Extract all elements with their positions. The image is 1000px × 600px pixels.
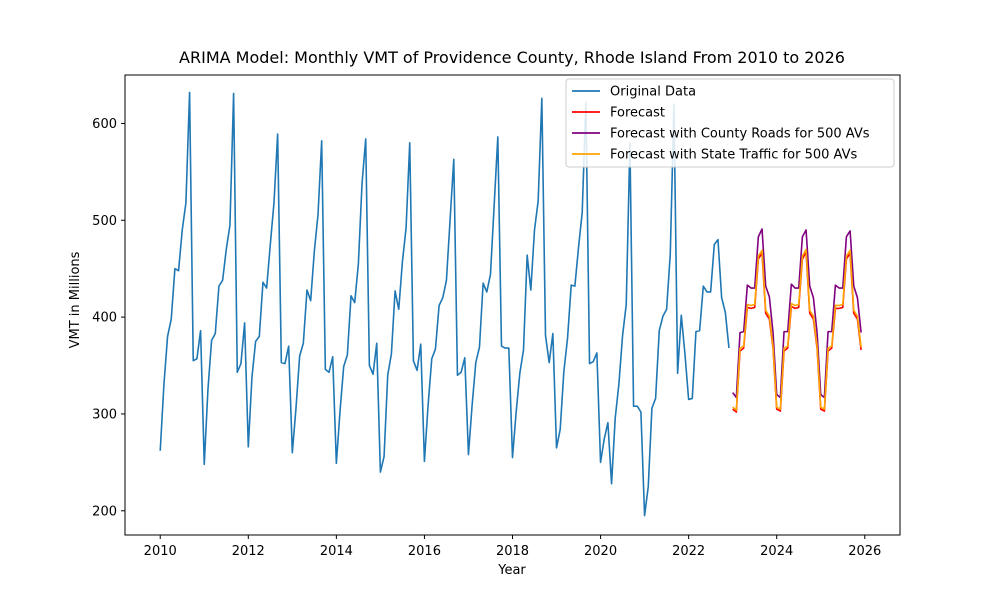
x-tick-label: 2016 xyxy=(408,544,441,559)
legend: Original Data Forecast Forecast with Count… xyxy=(566,79,894,167)
x-tick-label: 2010 xyxy=(144,544,177,559)
x-tick-label: 2018 xyxy=(496,544,529,559)
x-tick-label: 2014 xyxy=(320,544,353,559)
y-tick-label: 300 xyxy=(92,407,117,422)
series-line-1 xyxy=(733,252,861,412)
chart-title: ARIMA Model: Monthly VMT of Providence C… xyxy=(179,48,845,67)
legend-label-3: Forecast with State Traffic for 500 AVs xyxy=(610,148,857,163)
x-tick-label: 2020 xyxy=(584,544,617,559)
x-tick-label: 2026 xyxy=(848,544,881,559)
y-tick-label: 600 xyxy=(92,117,117,132)
legend-label-1: Forecast xyxy=(610,106,665,121)
y-tick-label: 500 xyxy=(92,214,117,229)
legend-label-2: Forecast with County Roads for 500 AVs xyxy=(610,127,870,142)
x-tick-label: 2022 xyxy=(672,544,705,559)
y-tick-label: 200 xyxy=(92,504,117,519)
y-axis-label: VMT in Millions xyxy=(68,251,83,348)
legend-label-0: Original Data xyxy=(610,85,696,100)
series-line-3 xyxy=(733,249,861,410)
x-tick-label: 2012 xyxy=(232,544,265,559)
x-axis-label: Year xyxy=(497,563,526,578)
series-line-2 xyxy=(733,229,861,398)
y-tick-label: 400 xyxy=(92,311,117,326)
x-tick-label: 2024 xyxy=(760,544,793,559)
